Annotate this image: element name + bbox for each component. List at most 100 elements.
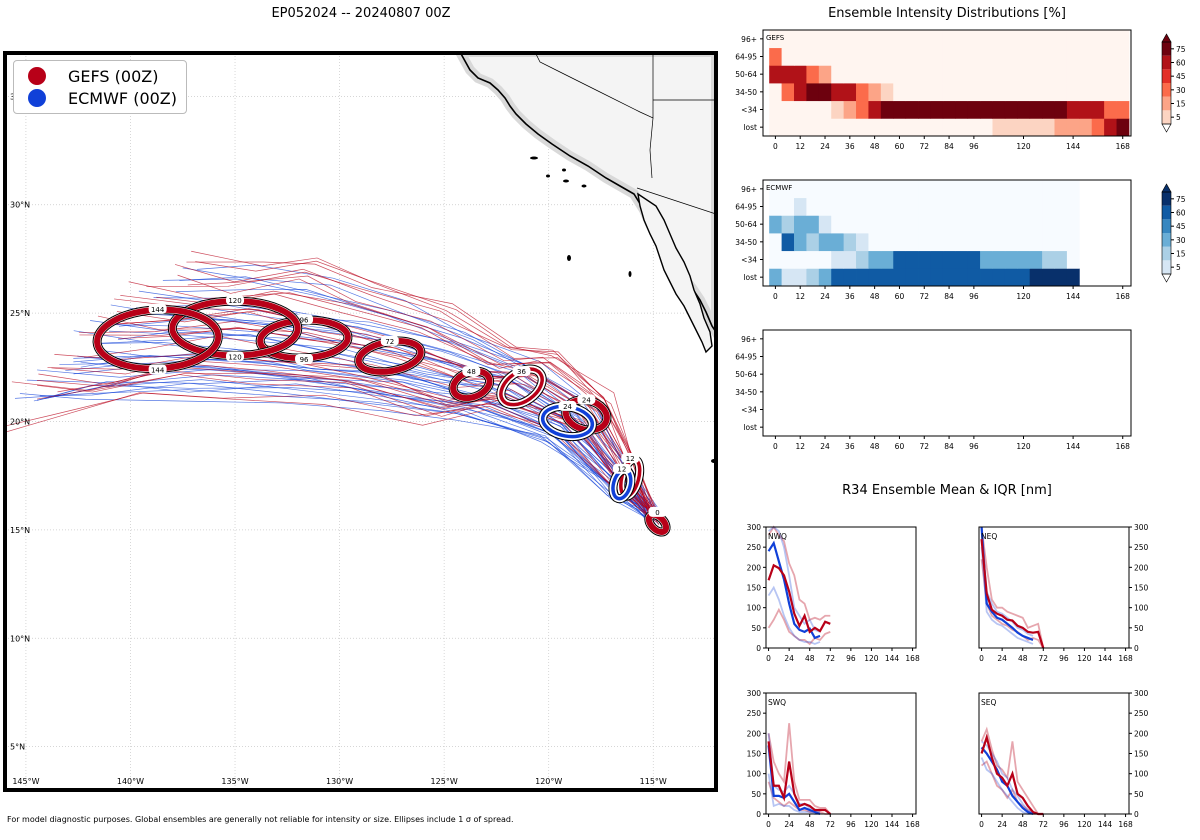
heatmap-cell <box>992 268 1006 287</box>
heatmap-cell <box>1054 83 1068 102</box>
heatmap-cell <box>1017 197 1031 216</box>
ellipse-hour-label-bg <box>648 506 667 517</box>
heatmap-cell <box>918 83 931 102</box>
heatmap-cell <box>918 268 931 287</box>
r34-hour-label: 144 <box>885 820 900 829</box>
heatmap-cell <box>856 215 869 234</box>
r34-hour-label: 0 <box>766 654 771 663</box>
heatmap-cell <box>942 65 956 84</box>
heatmap-cell <box>1017 83 1031 102</box>
heatmap-cell <box>1116 65 1130 84</box>
heatmap-cell <box>769 233 783 252</box>
heatmap-cell <box>856 65 869 84</box>
heatmap-cell <box>1116 100 1130 119</box>
intensity-hour-label: 96 <box>969 142 979 151</box>
heatmap-cell <box>918 250 931 269</box>
island <box>563 179 569 183</box>
r34-hour-label: 96 <box>1059 820 1069 829</box>
intensity-category-label: <34 <box>741 106 757 115</box>
ensemble-member-track <box>182 267 662 514</box>
heatmap-cell <box>918 233 931 252</box>
intensity-category-label: lost <box>743 273 757 282</box>
r34-value-label: 100 <box>747 770 762 779</box>
intensity-category-label: 34-50 <box>735 88 757 97</box>
heatmap-cell <box>769 30 783 49</box>
heatmap-cell <box>1054 47 1068 66</box>
heatmap-cell <box>794 197 807 216</box>
ensemble-member-track <box>73 355 660 522</box>
intensity-hour-label: 12 <box>795 442 805 451</box>
heatmap-cell <box>769 100 783 119</box>
heatmap-cell <box>1091 83 1105 102</box>
legend-swatch-ecmwf <box>28 89 46 107</box>
heatmap-cell <box>1054 65 1068 84</box>
heatmap-cell <box>794 83 807 102</box>
heatmap-cell <box>942 30 956 49</box>
heatmap-cell <box>942 233 956 252</box>
heatmap-cell <box>831 118 845 137</box>
heatmap-cell <box>1066 250 1080 269</box>
heatmap-cell <box>955 100 969 119</box>
ensemble-member-track <box>174 264 662 526</box>
intensity-hour-label: 12 <box>795 142 805 151</box>
r34-value-label: 250 <box>747 543 762 552</box>
ensemble-tracks <box>5 250 665 526</box>
intensity-panel-frame <box>762 179 1132 287</box>
heatmap-cell <box>769 250 783 269</box>
heatmap-cell <box>880 118 894 137</box>
heatmap-cell <box>930 65 944 84</box>
heatmap-cell <box>868 30 882 49</box>
heatmap-cell <box>1091 47 1105 66</box>
heatmap-cell <box>806 65 820 84</box>
ensemble-member-track <box>27 379 650 520</box>
map-tick-labels: 145°W 140°W 135°W 130°W 125°W 120°W 115°W 5°N 10… <box>10 92 667 786</box>
heatmap-cell <box>880 268 894 287</box>
colorbar-bin <box>1162 110 1171 124</box>
r34-value-label: 150 <box>747 750 762 759</box>
intensity-hour-label: 96 <box>969 442 979 451</box>
intensity-hour-label: 48 <box>870 142 880 151</box>
heatmap-cell <box>905 83 919 102</box>
heatmap-cell <box>1042 268 1055 287</box>
intensity-panel-frame <box>762 29 1132 137</box>
heatmap-cell <box>1066 215 1080 234</box>
heatmap-cell <box>905 118 919 137</box>
ellipse-hour-label-bg <box>148 303 167 314</box>
heatmap-cell <box>1054 233 1068 252</box>
heatmap-cell <box>868 250 882 269</box>
heatmap-cell <box>905 268 919 287</box>
intensity-hour-label: 36 <box>845 142 855 151</box>
heatmap-cell <box>1066 47 1080 66</box>
ellipse-hour-label-bg <box>621 453 640 464</box>
heatmap-cell <box>1079 83 1093 102</box>
heatmap-cell <box>856 233 869 252</box>
ellipse-hour-label: 12 <box>617 466 626 474</box>
heatmap-cell <box>843 118 857 137</box>
heatmap-cell <box>1017 250 1031 269</box>
heatmap-cell <box>880 197 894 216</box>
intensity-hour-label: 48 <box>870 292 880 301</box>
heatmap-cell <box>1042 47 1055 66</box>
heatmap-cell <box>818 100 832 119</box>
ensemble-member-track <box>5 392 657 514</box>
us-mexico-border <box>636 187 716 215</box>
colorbar-bin <box>1162 219 1171 233</box>
heatmap-cell <box>992 65 1006 84</box>
ensemble-member-track <box>113 324 653 515</box>
map-y-tick-label: 30°N <box>10 201 30 210</box>
heatmap-cell <box>806 268 820 287</box>
heatmap-cell <box>794 100 807 119</box>
heatmap-cell <box>794 47 807 66</box>
intensity-hour-label: 36 <box>845 292 855 301</box>
ensemble-member-track <box>146 271 651 517</box>
heatmap-cell <box>905 233 919 252</box>
heatmap-cell <box>794 233 807 252</box>
ecmwf-mean-line <box>980 526 1034 641</box>
heatmap-cell <box>1091 100 1105 119</box>
intensity-hour-label: 72 <box>919 292 929 301</box>
r34-hour-label: 24 <box>997 654 1007 663</box>
heatmap-cell <box>930 83 944 102</box>
heatmap-cell <box>930 118 944 137</box>
heatmap-cell <box>930 268 944 287</box>
